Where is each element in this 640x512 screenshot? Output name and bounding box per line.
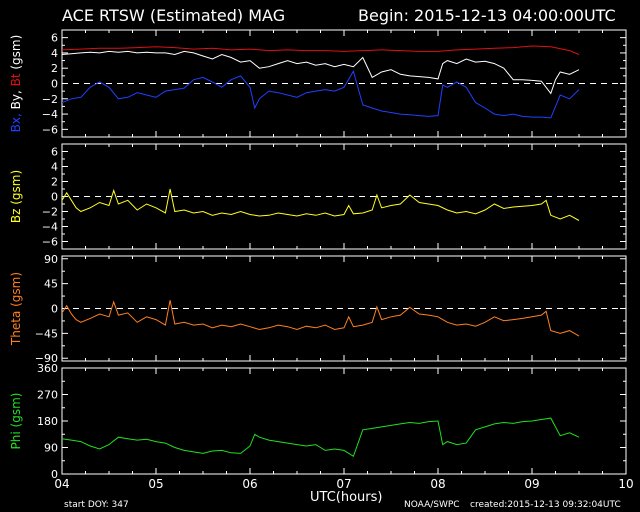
y-tick-label: 180 xyxy=(37,415,58,428)
y-tick-label: 45 xyxy=(44,278,58,291)
series-line-theta xyxy=(61,300,580,337)
y-tick-label: −2 xyxy=(42,206,58,219)
series-line-by xyxy=(61,50,580,95)
x-tick-label: 08 xyxy=(430,477,445,491)
y-axis-label-part: Theta (gsm) xyxy=(9,272,23,346)
panel-4: 360 270 180 90 0 Phi (gsm) xyxy=(9,362,627,481)
y-tick-label: 270 xyxy=(37,389,58,402)
x-tick-label: 07 xyxy=(336,477,351,491)
begin-time: Begin: 2015-12-13 04:00:00UTC xyxy=(358,6,616,25)
y-axis-label-part: Bz (gsm) xyxy=(9,170,23,223)
panel-frame xyxy=(61,255,627,362)
agency-label: NOAA/SWPC xyxy=(404,500,460,510)
y-tick-label: 90 xyxy=(44,442,58,455)
x-tick-label: 06 xyxy=(242,477,257,491)
y-axis-label-part: Bt xyxy=(9,73,23,90)
y-tick-label: −2 xyxy=(42,93,58,106)
y-axis-label: Bx, By, Bt (gsm) xyxy=(9,35,23,133)
y-tick-label: −6 xyxy=(42,236,58,249)
y-tick-label: 2 xyxy=(51,62,58,75)
y-axis-label: Theta (gsm) xyxy=(9,272,23,346)
y-axis-label-part: (gsm) xyxy=(9,35,23,74)
y-tick-label: 0 xyxy=(51,78,58,91)
series-line-phi xyxy=(61,417,580,458)
panel-2: 6 4 2 0 −2 −4 −6 Bz (gsm) xyxy=(9,143,627,250)
panel-1: 6 4 2 0 −2 −4 −6 Bx, By, Bt (gsm) xyxy=(9,29,627,138)
y-axis-label-part: Bx, xyxy=(9,113,23,132)
y-tick-label: 360 xyxy=(37,362,58,375)
x-tick-label: 04 xyxy=(54,477,69,491)
y-tick-label: 6 xyxy=(51,146,58,159)
x-tick-label: 10 xyxy=(618,477,633,491)
y-tick-label: 0 xyxy=(51,303,58,316)
start-doy: start DOY: 347 xyxy=(64,500,129,510)
series-line-bx xyxy=(61,70,580,119)
y-tick-label: 0 xyxy=(51,468,58,481)
y-axis-label: Bz (gsm) xyxy=(9,170,23,223)
chart-title: ACE RTSW (Estimated) MAG xyxy=(62,6,286,25)
y-tick-label: −6 xyxy=(42,123,58,136)
y-tick-label: 4 xyxy=(51,47,58,60)
y-tick-label: −4 xyxy=(42,221,58,234)
y-tick-label: 6 xyxy=(51,32,58,45)
y-axis-label-part: Phi (gsm) xyxy=(9,393,23,450)
x-axis-label: UTC(hours) xyxy=(310,490,383,505)
y-tick-label: 4 xyxy=(51,161,58,174)
panel-frame xyxy=(61,367,627,475)
created-time: created:2015-12-13 09:32:04UTC xyxy=(470,500,621,510)
y-tick-label: 90 xyxy=(44,253,58,266)
y-tick-label: −4 xyxy=(42,108,58,121)
y-tick-label: 2 xyxy=(51,176,58,189)
series-line-bz xyxy=(61,188,580,221)
y-tick-label: −90 xyxy=(35,352,58,365)
y-tick-label: 0 xyxy=(51,191,58,204)
series-line-bt xyxy=(61,45,580,55)
x-tick-label: 05 xyxy=(148,477,163,491)
y-tick-label: −45 xyxy=(35,327,58,340)
panel-frame xyxy=(61,143,627,250)
y-axis-label-part: By, xyxy=(9,90,23,113)
x-tick-label: 09 xyxy=(524,477,539,491)
y-axis-label: Phi (gsm) xyxy=(9,393,23,450)
panel-3: 90 45 0 −45 −90 Theta (gsm) xyxy=(9,253,627,365)
